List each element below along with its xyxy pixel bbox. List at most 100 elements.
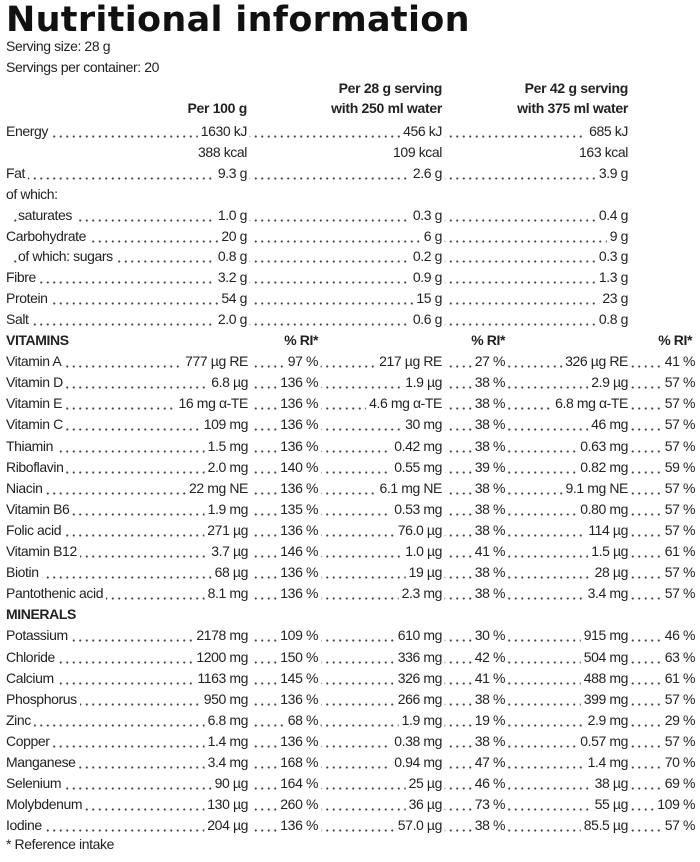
ri-column-header: % RI*: [471, 332, 505, 348]
value-per-28g: 15 g: [413, 288, 445, 310]
value-per-100g: 950 mg: [200, 688, 251, 710]
value-per-28g: 1.0 µg: [402, 541, 445, 562]
nutrient-label: Fat: [6, 162, 29, 184]
value-per-42g: 28 µg: [591, 562, 631, 584]
column-header-per-28g-line1: Per 28 g serving: [338, 80, 443, 96]
ri-per-42g: 46 %: [661, 625, 698, 647]
value-per-100g: 3.4 mg: [204, 752, 251, 773]
ri-per-28g: 38 %: [471, 562, 508, 584]
mineral-row: Molybdenum 130 µg 260 % 36 µg 73 % 55 µg 109 %: [0, 794, 700, 816]
dot-leader: [12, 281, 630, 285]
value-per-42g: 3.9 g: [595, 162, 631, 184]
dot-leader: [12, 723, 690, 727]
value-per-28g: 0.3 g: [409, 204, 445, 226]
vitamin-row: Riboflavin 2.0 mg 140 % 0.55 mg 39 % 0.82 mg 5…: [0, 456, 700, 478]
value-per-42g: 2.9 µg: [588, 372, 631, 394]
ri-per-100g: 135 %: [277, 498, 321, 520]
value-per-42g: 1.3 g: [595, 267, 631, 289]
value-per-28g: 0.53 mg: [391, 498, 445, 520]
mineral-row: Calcium 1163 mg 145 % 326 mg 41 % 488 mg 61 %: [0, 667, 700, 689]
value-per-28g: 336 mg: [394, 646, 445, 668]
value-per-42g: 1.4 mg: [584, 752, 631, 773]
value-per-28g: 266 mg: [394, 688, 445, 710]
value-per-42g: 85.5 µg: [580, 815, 631, 837]
nutrient-label: Iodine: [6, 815, 45, 837]
value-per-28g: 1.9 mg: [398, 709, 445, 731]
column-header-per-28g-line2: with 250 ml water: [331, 100, 442, 116]
nutrient-row: saturates 1.0 g 0.3 g 0.4 g: [0, 204, 700, 226]
value-per-42g: 0.57 mg: [577, 730, 631, 752]
nutrient-label: of which:: [6, 183, 61, 205]
ri-per-28g: 41 %: [471, 541, 508, 562]
column-header-per-42g-line1: Per 42 g serving: [524, 80, 629, 96]
dot-leader: [12, 808, 690, 812]
nutrient-label: Biotin: [6, 562, 42, 584]
dot-leader: [12, 176, 630, 180]
column-header-per-42g-line2: with 375 ml water: [517, 100, 628, 116]
column-header-per-28g: Per 28 g serving with 250 ml water: [331, 78, 442, 118]
value-per-28g: 25 µg: [405, 773, 445, 795]
dot-leader: [12, 533, 690, 537]
value-per-42g: 114 µg: [585, 519, 631, 541]
ri-per-28g: 30 %: [471, 625, 508, 647]
value-per-100g: 130 µg: [204, 794, 251, 816]
ri-per-28g: 41 %: [471, 667, 508, 689]
value-per-42g: 6.8 mg α-TE: [552, 393, 631, 415]
value-per-100g: 90 µg: [211, 773, 251, 795]
value-per-28g: 6.1 mg NE: [376, 477, 445, 499]
value-per-28g: 0.55 mg: [391, 456, 445, 478]
value-per-42g: 326 µg RE: [562, 351, 631, 373]
ri-per-42g: 57 %: [661, 519, 698, 541]
value-per-100g: 109 mg: [200, 414, 251, 436]
ri-per-42g: 57 %: [661, 730, 698, 752]
dot-leader: [12, 302, 630, 306]
ri-per-28g: 38 %: [471, 519, 508, 541]
nutrient-label: Zinc: [6, 709, 34, 731]
ri-per-100g: 168 %: [277, 752, 321, 773]
ri-per-42g: 41 %: [661, 351, 698, 373]
value-per-100g: 1630 kJ: [197, 121, 250, 142]
nutrient-label: Pantothenic acid: [6, 583, 107, 605]
nutrient-label: Folic acid: [6, 519, 65, 541]
nutrient-row: Fat 9.3 g 2.6 g 3.9 g: [0, 162, 700, 184]
value-per-100g: 54 g: [218, 288, 250, 310]
footnote: * Reference intake: [6, 836, 114, 852]
ri-per-100g: 68 %: [284, 709, 321, 731]
nutrient-row: Fibre 3.2 g 0.9 g 1.3 g: [0, 267, 700, 289]
nutrient-label: Potassium: [6, 625, 71, 647]
dot-leader: [12, 323, 630, 327]
value-per-28g: 2.6 g: [409, 162, 445, 184]
ri-per-100g: 146 %: [277, 541, 321, 562]
ri-per-100g: 136 %: [277, 435, 321, 457]
value-per-100g: 388 kcal: [195, 141, 250, 163]
ri-per-100g: 136 %: [277, 583, 321, 605]
dot-leader: [12, 512, 690, 516]
nutrient-label: Molybdenum: [6, 794, 86, 816]
value-per-100g: 0.8 g: [214, 246, 250, 268]
ri-per-100g: 136 %: [277, 815, 321, 837]
vitamins-header: VITAMINS % RI* % RI* % RI*: [0, 330, 700, 351]
value-per-28g: 76.0 µg: [394, 519, 445, 541]
value-per-42g: 399 mg: [580, 688, 631, 710]
ri-per-42g: 61 %: [661, 667, 698, 689]
vitamin-row: Biotin 68 µg 136 % 19 µg 38 % 28 µg 57 %: [0, 562, 700, 584]
ri-per-28g: 39 %: [471, 456, 508, 478]
value-per-42g: 38 µg: [591, 773, 631, 795]
ri-per-42g: 57 %: [661, 414, 698, 436]
dot-leader: [12, 555, 690, 558]
nutrient-row: Protein 54 g 15 g 23 g: [0, 288, 700, 310]
nutrient-label: Calcium: [6, 667, 57, 689]
value-per-28g: 30 mg: [402, 414, 445, 436]
ri-per-100g: 260 %: [277, 794, 321, 816]
ri-per-100g: 136 %: [277, 730, 321, 752]
nutrient-row: 388 kcal 109 kcal 163 kcal: [0, 141, 700, 163]
value-per-100g: 271 µg: [204, 519, 251, 541]
value-per-28g: 1.9 µg: [402, 372, 445, 394]
nutrient-label: Energy: [6, 121, 51, 142]
vitamin-row: Vitamin D 6.8 µg 136 % 1.9 µg 38 % 2.9 µg 57 %: [0, 372, 700, 394]
value-per-42g: 1.5 µg: [588, 541, 631, 562]
mineral-row: Phosphorus 950 mg 136 % 266 mg 38 % 399 mg 57 …: [0, 688, 700, 710]
ri-per-42g: 29 %: [661, 709, 698, 731]
ri-per-42g: 57 %: [661, 688, 698, 710]
value-per-28g: 0.38 mg: [391, 730, 445, 752]
